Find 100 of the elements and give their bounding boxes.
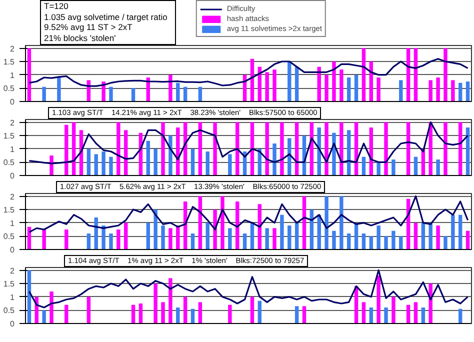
- bar: [376, 78, 380, 102]
- bar: [235, 122, 240, 176]
- bar: [466, 82, 470, 102]
- bar: [86, 234, 91, 250]
- bar: [64, 304, 68, 324]
- bar: [406, 304, 410, 324]
- bar: [324, 196, 328, 250]
- bar: [154, 210, 158, 250]
- bar: [72, 122, 76, 176]
- y-tick-label: 2: [10, 118, 16, 128]
- y-tick-label: 0.5: [3, 84, 16, 94]
- bar: [451, 80, 455, 102]
- bar: [421, 308, 426, 324]
- bar: [414, 48, 418, 102]
- bar: [294, 66, 299, 102]
- bar: [176, 308, 180, 324]
- bar: [294, 222, 299, 250]
- y-tick-label: 0: [10, 320, 16, 328]
- bar: [384, 122, 388, 176]
- bar: [250, 296, 254, 324]
- bar: [228, 228, 232, 250]
- bar: [406, 48, 410, 102]
- line-series: [28, 58, 469, 87]
- y-tick-label: 2: [10, 266, 16, 276]
- bar: [324, 74, 328, 102]
- bar: [376, 276, 380, 324]
- bar: [272, 228, 276, 250]
- y-tick-label: 1.5: [3, 206, 16, 214]
- bar: [228, 154, 232, 176]
- bar: [384, 308, 388, 324]
- bar: [42, 86, 46, 102]
- y-tick-label: 0.5: [3, 158, 16, 168]
- bar: [27, 270, 32, 324]
- bar: [466, 230, 470, 250]
- bar: [131, 88, 136, 102]
- text: 9.52% avg 11 ST > 2xT: [44, 22, 132, 32]
- bar: [154, 148, 158, 176]
- bar: [362, 48, 366, 102]
- bar: [302, 306, 306, 324]
- bar: [451, 214, 455, 250]
- bar: [280, 122, 284, 176]
- bar: [213, 122, 217, 176]
- bar: [340, 196, 344, 250]
- bar: [146, 222, 150, 250]
- bar: [444, 48, 448, 102]
- bar: [213, 210, 217, 250]
- bar: [190, 234, 195, 250]
- bar: [332, 62, 336, 102]
- bar: [102, 152, 106, 176]
- bar: [146, 140, 150, 176]
- bar: [109, 156, 113, 176]
- y-tick-label: 1.5: [3, 132, 16, 140]
- bar: [272, 70, 276, 102]
- bar: [109, 234, 113, 250]
- bar: [161, 302, 165, 324]
- bar: [392, 296, 396, 324]
- bar: [206, 222, 210, 250]
- bar: [220, 196, 224, 250]
- y-tick-label: 1: [10, 292, 16, 302]
- bar: [376, 226, 380, 250]
- bar: [50, 156, 54, 176]
- bar: [161, 122, 165, 176]
- y-tick-label: 1: [10, 218, 16, 228]
- line-series: [28, 269, 469, 308]
- bar: [384, 236, 388, 250]
- bar: [466, 128, 470, 176]
- y-tick-label: 0.5: [3, 306, 16, 316]
- bar: [250, 122, 254, 176]
- bar: [458, 82, 462, 102]
- bar: [50, 292, 54, 324]
- bar: [354, 74, 358, 102]
- bar: [198, 302, 202, 324]
- bar: [428, 80, 432, 102]
- bar: [198, 196, 202, 250]
- bar: [436, 160, 440, 176]
- bar: [340, 70, 344, 102]
- bar: [168, 228, 172, 250]
- bar: [176, 82, 180, 102]
- bar: [414, 156, 418, 176]
- bar: [86, 296, 91, 324]
- bar: [265, 122, 269, 176]
- bar: [94, 154, 98, 176]
- bar: [324, 122, 328, 176]
- bar: [258, 300, 262, 324]
- bar: [302, 196, 306, 250]
- bar: [190, 308, 195, 324]
- bar: [392, 230, 396, 250]
- bar: [414, 222, 418, 250]
- bar: [242, 234, 247, 250]
- y-tick-label: 0: [10, 246, 16, 254]
- bar: [198, 86, 202, 102]
- y-tick-label: 0: [10, 98, 16, 106]
- y-tick-label: 2: [10, 192, 16, 202]
- text: T=120: [44, 1, 68, 11]
- bar: [265, 228, 269, 250]
- bar: [458, 308, 462, 324]
- bar: [399, 236, 403, 250]
- bar: [346, 130, 351, 176]
- bar: [124, 130, 128, 176]
- bar: [376, 162, 380, 176]
